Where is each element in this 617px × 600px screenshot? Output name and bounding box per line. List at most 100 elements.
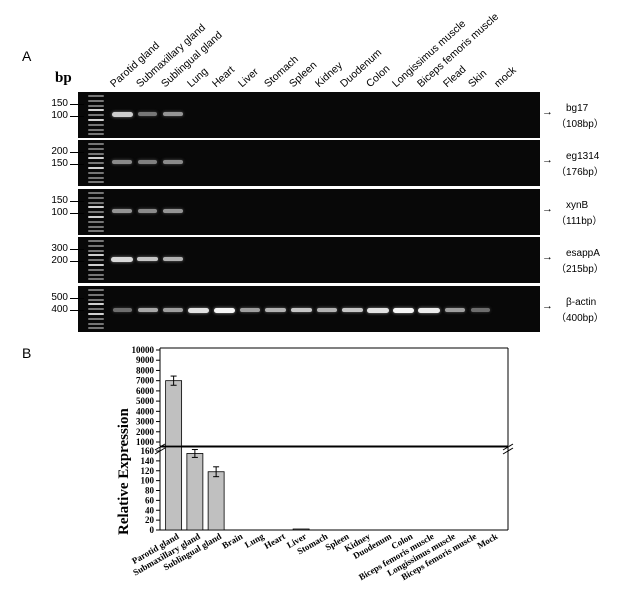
bp-tick-line <box>70 261 84 262</box>
bp-tick-line <box>70 201 84 202</box>
ladder-band <box>88 225 104 228</box>
sample-band <box>111 257 133 262</box>
y-tick-label: 20 <box>145 515 155 525</box>
y-tick-label: 9000 <box>136 355 155 365</box>
ladder-band <box>88 308 104 311</box>
ladder-band <box>88 220 104 223</box>
bp-tick-line <box>70 116 84 117</box>
bp-tick-label: 150 <box>51 195 68 206</box>
sample-band <box>163 308 184 312</box>
sample-band <box>112 308 132 312</box>
sample-band <box>470 308 490 312</box>
sample-band <box>163 160 183 164</box>
y-tick-label: 40 <box>145 505 155 515</box>
axis-break-left <box>154 443 166 451</box>
ladder-band <box>88 264 104 266</box>
bp-tick-label: 400 <box>51 304 68 315</box>
sample-band <box>163 112 184 116</box>
ladder-band <box>88 244 104 247</box>
sample-band <box>418 308 440 313</box>
panel-a-letter: A <box>22 48 32 64</box>
ladder-band <box>88 211 104 214</box>
ladder-band <box>88 192 104 194</box>
gene-name: xynB <box>566 200 589 211</box>
ladder-band <box>88 157 104 160</box>
bp-tick-line <box>70 249 84 250</box>
amplicon-size: （111bp） <box>556 216 603 227</box>
ladder-band <box>88 99 104 102</box>
sample-band <box>137 257 158 262</box>
bp-tick-line <box>70 213 84 214</box>
arrow-right-icon: → <box>542 154 553 166</box>
sample-band <box>138 112 158 116</box>
bp-tick-line <box>70 310 84 311</box>
arrow-right-icon: → <box>542 251 553 263</box>
arrow-right-icon: → <box>542 203 553 215</box>
y-tick-label: 140 <box>141 456 155 466</box>
ladder-band <box>88 327 104 330</box>
amplicon-size: （215bp） <box>556 264 604 275</box>
expression-bar-chart: 1000090008000700060005000400030002000100… <box>116 345 514 582</box>
bp-tick-line <box>70 152 84 153</box>
arrow-right-icon: → <box>542 300 553 312</box>
y-tick-label: 7000 <box>136 376 155 386</box>
y-tick-label: 4000 <box>136 406 155 416</box>
y-tick-label: 80 <box>145 486 155 496</box>
sample-band <box>392 308 415 313</box>
bp-tick-label: 150 <box>51 158 68 169</box>
gel-4 <box>78 286 540 332</box>
axis-break-right <box>502 447 514 455</box>
ladder-band <box>88 152 104 155</box>
y-tick-label: 0 <box>150 525 155 535</box>
bar <box>186 453 204 531</box>
gene-name: β-actin <box>566 297 597 308</box>
gel-1 <box>78 140 540 186</box>
ladder-band <box>88 114 104 117</box>
sample-band <box>316 308 337 313</box>
y-tick-label: 1000 <box>136 437 155 447</box>
gel-panels: 150 100 → bg17 （108bp） 200 150 → eg1314 （176bp） 15… <box>51 92 604 332</box>
ladder-band <box>88 196 104 199</box>
y-tick-label: 160 <box>141 446 155 456</box>
ladder-band <box>88 147 104 150</box>
ladder-band <box>88 259 104 262</box>
gel-2 <box>78 189 540 235</box>
gene-name: esappA <box>566 248 600 259</box>
y-tick-label: 10000 <box>132 345 155 355</box>
y-tick-label: 100 <box>141 476 155 486</box>
sample-band <box>342 308 363 313</box>
ladder-band <box>88 167 104 169</box>
sample-band <box>290 308 312 313</box>
bar <box>165 380 183 447</box>
ladder-band <box>88 206 104 209</box>
x-category-label: Lung <box>243 531 266 550</box>
ladder-band <box>88 128 104 131</box>
y-tick-label: 120 <box>141 466 155 476</box>
ladder-band <box>88 109 104 112</box>
ladder-band <box>88 162 104 165</box>
x-category-label: Heart <box>262 531 286 551</box>
y-tick-label: 2000 <box>136 427 155 437</box>
ladder-band <box>88 216 104 218</box>
y-tick-label: 5000 <box>136 396 155 406</box>
ladder-band <box>88 298 104 301</box>
ladder-band <box>88 254 104 257</box>
ladder-band <box>88 313 104 315</box>
bp-label: bp <box>55 70 72 86</box>
y-tick-label: 3000 <box>136 417 155 427</box>
ladder-band <box>88 273 104 276</box>
bp-tick-label: 500 <box>51 292 68 303</box>
bp-tick-label: 300 <box>51 243 68 254</box>
sample-band <box>112 160 132 164</box>
arrow-right-icon: → <box>542 106 553 118</box>
sample-band <box>444 308 465 312</box>
bar <box>165 446 183 531</box>
bp-tick-label: 100 <box>51 110 68 121</box>
panel-b-letter: B <box>22 345 32 361</box>
y-axis-title: Relative Expression <box>116 408 132 535</box>
sample-band <box>188 308 210 313</box>
bp-tick-line <box>70 104 84 105</box>
sample-band <box>163 257 184 262</box>
ladder-band <box>88 230 104 233</box>
sample-band <box>111 112 133 117</box>
